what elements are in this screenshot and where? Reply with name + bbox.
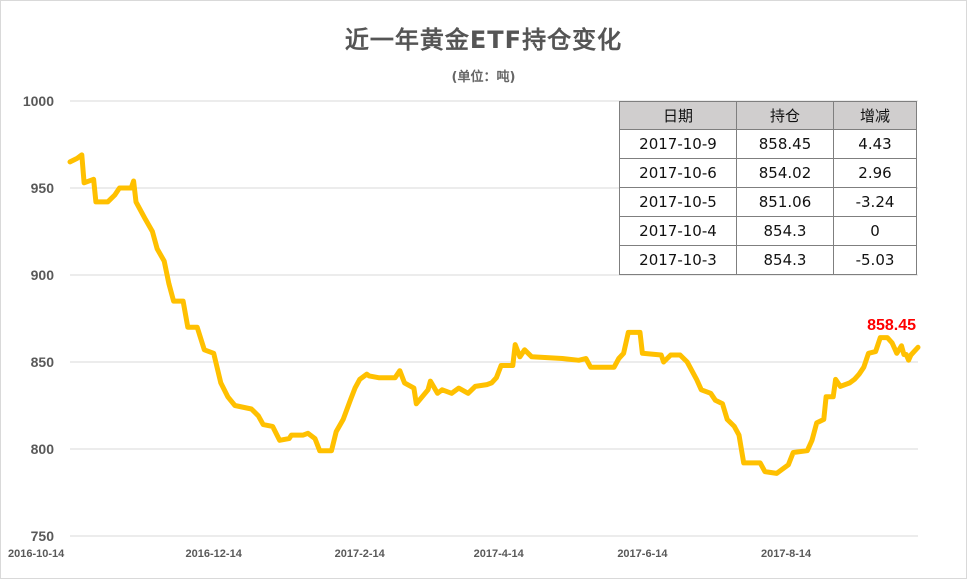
chart-title: 近一年黄金ETF持仓变化: [344, 26, 623, 54]
header-date: 日期: [619, 101, 737, 130]
last-value-label: 858.45: [867, 317, 916, 334]
cell-change: -3.24: [833, 187, 917, 217]
x-tick-label: 2016-12-14: [186, 548, 243, 560]
y-tick-label: 800: [31, 441, 55, 457]
cell-date: 2017-10-3: [619, 245, 737, 275]
holding-line: [67, 152, 921, 476]
holdings-table: 日期 持仓 增减 2017-10-9 858.45 4.43 2017-10-6…: [619, 101, 917, 275]
table-row: 2017-10-9 858.45 4.43: [619, 129, 917, 159]
cell-holding: 858.45: [736, 129, 834, 159]
cell-holding: 854.02: [736, 158, 834, 188]
header-change: 增减: [833, 101, 917, 130]
table-row: 2017-10-6 854.02 2.96: [619, 158, 917, 188]
data-label-layer: 858.45: [867, 317, 916, 334]
cell-change: 2.96: [833, 158, 917, 188]
y-tick-label: 950: [31, 180, 55, 196]
series-layer: [67, 152, 921, 476]
cell-change: 0: [833, 216, 917, 246]
cell-date: 2017-10-6: [619, 158, 737, 188]
table-row: 2017-10-5 851.06 -3.24: [619, 187, 917, 217]
table-header-row: 日期 持仓 增减: [619, 101, 917, 130]
x-tick-label: 2017-6-14: [617, 548, 668, 560]
y-tick-label: 1000: [23, 93, 54, 109]
cell-change: -5.03: [833, 245, 917, 275]
cell-date: 2017-10-9: [619, 129, 737, 159]
x-axis-ticks: 2016-10-14 2016-12-14 2017-2-14 2017-4-14 20…: [8, 548, 812, 560]
y-tick-label: 900: [31, 267, 55, 283]
cell-change: 4.43: [833, 129, 917, 159]
table-row: 2017-10-4 854.3 0: [619, 216, 917, 246]
x-tick-label: 2016-10-14: [8, 548, 65, 560]
cell-date: 2017-10-5: [619, 187, 737, 217]
x-tick-label: 2017-8-14: [761, 548, 812, 560]
x-tick-label: 2017-2-14: [335, 548, 386, 560]
cell-holding: 854.3: [736, 245, 834, 275]
y-axis-ticks: 1000 950 900 850 800 750: [23, 93, 54, 544]
y-tick-label: 850: [31, 354, 55, 370]
cell-holding: 854.3: [736, 216, 834, 246]
chart-subtitle: (单位：吨): [451, 70, 516, 85]
header-holding: 持仓: [736, 101, 834, 130]
x-tick-label: 2017-4-14: [474, 548, 525, 560]
table-row: 2017-10-3 854.3 -5.03: [619, 245, 917, 275]
y-tick-label: 750: [31, 528, 55, 544]
cell-holding: 851.06: [736, 187, 834, 217]
cell-date: 2017-10-4: [619, 216, 737, 246]
